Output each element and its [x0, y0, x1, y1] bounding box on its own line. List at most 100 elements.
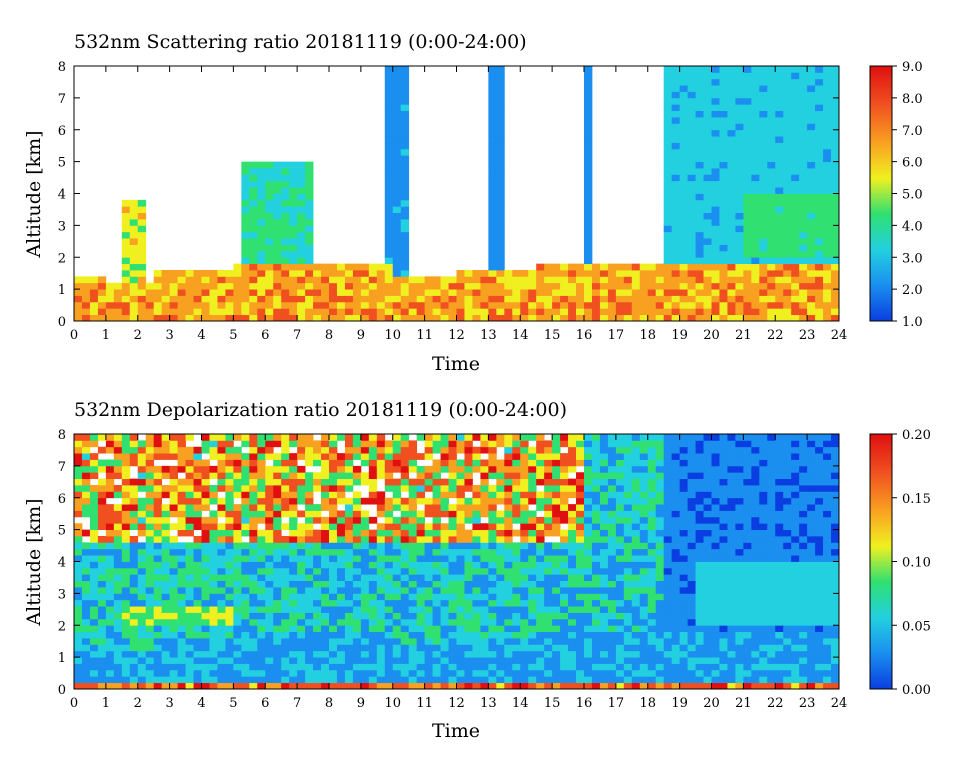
heatmap-cell: [831, 212, 840, 220]
heatmap-cell: [297, 301, 306, 309]
heatmap-cell: [799, 187, 808, 194]
heatmap-cell: [289, 193, 298, 201]
heatmap-cell: [408, 650, 418, 658]
heatmap-cell: [783, 193, 792, 201]
heatmap-cell: [663, 155, 673, 163]
heatmap-cell: [217, 472, 226, 480]
heatmap-cell: [599, 657, 609, 664]
heatmap-cell: [591, 295, 601, 303]
heatmap-cell: [480, 574, 489, 582]
heatmap-cell: [121, 612, 131, 620]
heatmap-cell: [615, 638, 625, 645]
heatmap-cell: [751, 257, 760, 265]
heatmap-cell: [703, 295, 712, 303]
heatmap-cell: [81, 301, 91, 309]
heatmap-cell: [273, 161, 282, 169]
heatmap-cell: [472, 669, 481, 677]
heatmap-cell: [273, 644, 282, 652]
heatmap-cell: [376, 472, 386, 480]
heatmap-cell: [329, 618, 338, 626]
heatmap-cell: [336, 567, 346, 575]
heatmap-cell: [488, 676, 497, 684]
heatmap-cell: [504, 650, 513, 658]
heatmap-cell: [679, 663, 688, 671]
heatmap-cell: [257, 574, 266, 582]
heatmap-cell: [520, 587, 529, 594]
heatmap-cell: [695, 314, 704, 322]
heatmap-cell: [400, 199, 410, 207]
heatmap-cell: [153, 650, 163, 658]
heatmap-cell: [97, 542, 107, 550]
heatmap-cell: [169, 440, 178, 448]
heatmap-cell: [767, 148, 776, 156]
heatmap-cell: [273, 561, 282, 569]
heatmap-cell: [177, 510, 186, 518]
heatmap-cell: [400, 212, 410, 220]
heatmap-cell: [576, 555, 585, 562]
heatmap-cell: [560, 561, 569, 569]
heatmap-cell: [560, 485, 569, 492]
heatmap-cell: [647, 644, 657, 652]
heatmap-cell: [751, 91, 760, 99]
heatmap-cell: [679, 657, 688, 664]
heatmap-cell: [249, 574, 258, 582]
heatmap-cell: [631, 612, 641, 620]
heatmap-cell: [241, 301, 250, 309]
heatmap-cell: [265, 606, 274, 613]
heatmap-cell: [584, 104, 593, 112]
heatmap-cell: [831, 219, 840, 226]
heatmap-cell: [735, 289, 744, 296]
heatmap-cell: [416, 682, 426, 690]
heatmap-cell: [113, 529, 123, 537]
heatmap-cell: [161, 599, 171, 607]
heatmap-cell: [488, 231, 497, 239]
heatmap-cell: [560, 676, 569, 684]
heatmap-cell: [249, 199, 258, 207]
heatmap-cell: [767, 129, 776, 137]
heatmap-cell: [400, 91, 410, 99]
heatmap-cell: [265, 301, 274, 309]
heatmap-cell: [113, 453, 123, 460]
heatmap-cell: [193, 587, 202, 594]
heatmap-cell: [137, 682, 147, 690]
heatmap-cell: [799, 161, 808, 169]
heatmap-cell: [448, 289, 457, 296]
heatmap-cell: [113, 657, 123, 664]
heatmap-cell: [329, 650, 338, 658]
x-tick-label: 3: [165, 328, 173, 343]
heatmap-cell: [472, 282, 481, 290]
heatmap-cell: [193, 542, 202, 550]
heatmap-cell: [321, 644, 330, 652]
heatmap-cell: [584, 257, 593, 265]
heatmap-cell: [584, 136, 593, 143]
heatmap-cell: [185, 618, 194, 626]
heatmap-cell: [329, 472, 338, 480]
heatmap-cell: [496, 97, 505, 105]
x-tick-label: 12: [448, 328, 465, 343]
heatmap-cell: [464, 682, 473, 690]
heatmap-cell: [400, 497, 410, 505]
heatmap-cell: [512, 276, 521, 284]
heatmap-cell: [257, 657, 266, 664]
heatmap-cell: [185, 561, 194, 569]
heatmap-cell: [105, 561, 115, 569]
heatmap-cell: [799, 110, 808, 118]
heatmap-cell: [185, 485, 194, 492]
heatmap-cell: [233, 510, 242, 518]
heatmap-cell: [400, 580, 410, 588]
heatmap-cell: [719, 206, 728, 214]
heatmap-cell: [607, 453, 617, 460]
heatmap-cell: [679, 434, 688, 441]
heatmap-cell: [767, 244, 776, 252]
heatmap-cell: [105, 516, 115, 524]
heatmap-cell: [647, 599, 657, 607]
heatmap-cell: [679, 523, 688, 531]
heatmap-cell: [169, 472, 178, 480]
heatmap-cell: [177, 529, 186, 537]
heatmap-cell: [591, 567, 601, 575]
heatmap-cell: [368, 314, 378, 322]
heatmap-cell: [249, 446, 258, 454]
heatmap-cell: [671, 66, 681, 73]
heatmap-cell: [615, 314, 625, 322]
heatmap-cell: [735, 85, 744, 92]
